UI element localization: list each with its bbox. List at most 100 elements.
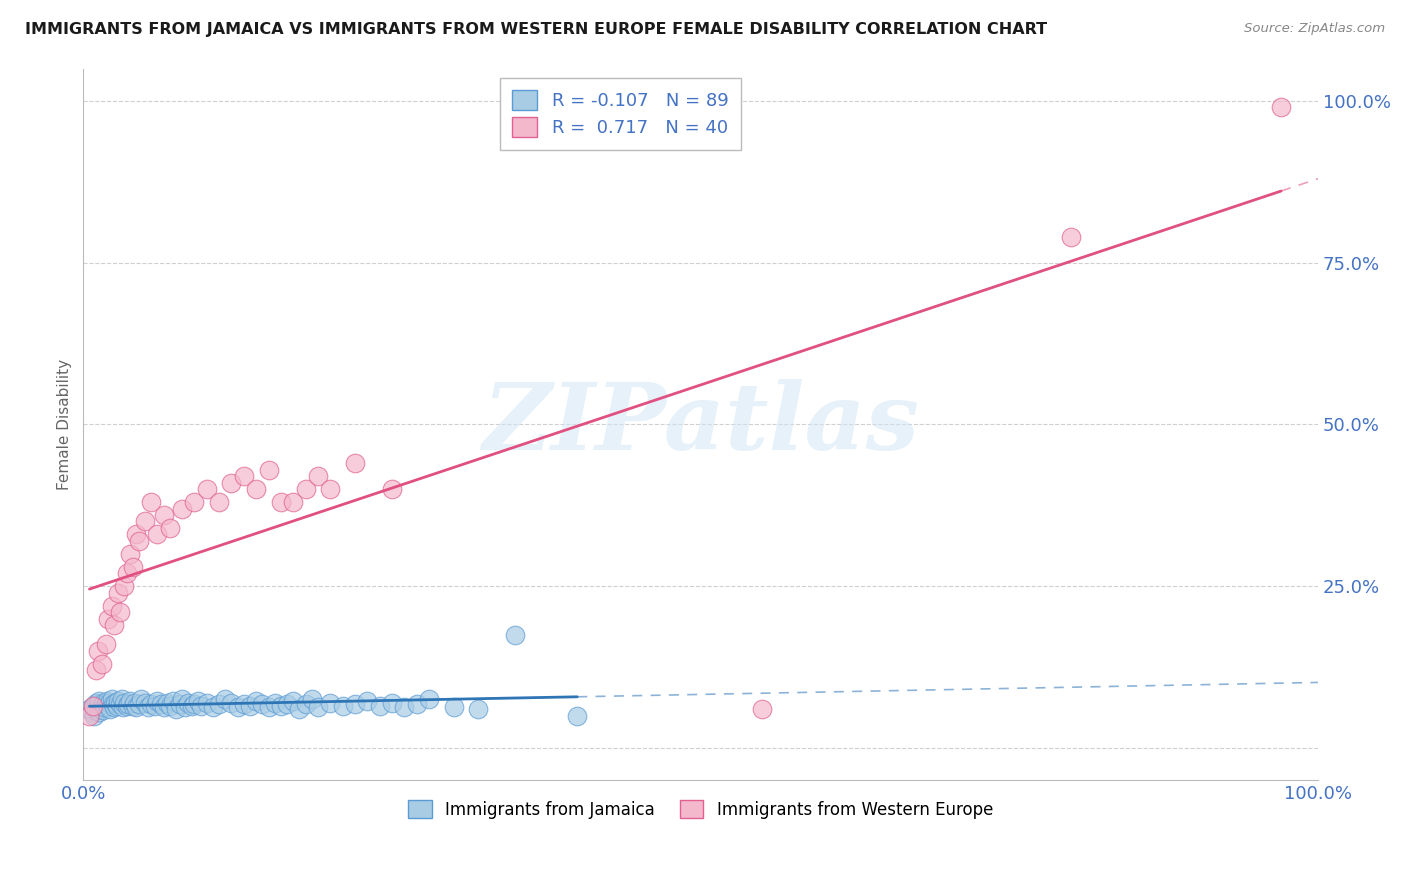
Point — [208, 697, 231, 711]
Point — [307, 700, 329, 714]
Point — [112, 579, 135, 593]
Point — [181, 698, 204, 713]
Point — [97, 698, 120, 713]
Point — [107, 585, 129, 599]
Point — [150, 697, 173, 711]
Point — [98, 696, 121, 710]
Point — [252, 697, 274, 711]
Point — [405, 697, 427, 711]
Point — [195, 482, 218, 496]
Point — [125, 527, 148, 541]
Point — [187, 694, 209, 708]
Point — [82, 698, 104, 713]
Point — [117, 697, 139, 711]
Point — [93, 700, 115, 714]
Point — [115, 698, 138, 713]
Point — [257, 700, 280, 714]
Point — [100, 702, 122, 716]
Point — [162, 694, 184, 708]
Point — [169, 697, 191, 711]
Point — [288, 702, 311, 716]
Point — [128, 697, 150, 711]
Point — [156, 696, 179, 710]
Point — [110, 697, 132, 711]
Point — [394, 700, 416, 714]
Point — [110, 605, 132, 619]
Point — [172, 501, 194, 516]
Point — [141, 495, 163, 509]
Point — [418, 692, 440, 706]
Point — [368, 698, 391, 713]
Point — [245, 482, 267, 496]
Point — [307, 469, 329, 483]
Point — [152, 700, 174, 714]
Point — [283, 694, 305, 708]
Point — [356, 694, 378, 708]
Point — [283, 495, 305, 509]
Point — [103, 618, 125, 632]
Point — [80, 706, 103, 720]
Point — [294, 697, 316, 711]
Point — [263, 696, 285, 710]
Point — [94, 697, 117, 711]
Text: IMMIGRANTS FROM JAMAICA VS IMMIGRANTS FROM WESTERN EUROPE FEMALE DISABILITY CORR: IMMIGRANTS FROM JAMAICA VS IMMIGRANTS FR… — [25, 22, 1047, 37]
Point — [294, 482, 316, 496]
Point — [343, 456, 366, 470]
Point — [128, 533, 150, 548]
Point — [89, 706, 111, 720]
Point — [82, 698, 104, 713]
Point — [121, 698, 143, 713]
Point — [131, 692, 153, 706]
Point — [134, 696, 156, 710]
Point — [467, 702, 489, 716]
Point — [111, 700, 134, 714]
Point — [381, 482, 404, 496]
Point — [120, 694, 142, 708]
Point — [751, 702, 773, 716]
Point — [83, 708, 105, 723]
Point — [232, 697, 254, 711]
Point — [208, 495, 231, 509]
Point — [226, 700, 249, 714]
Point — [94, 637, 117, 651]
Point — [91, 696, 114, 710]
Point — [173, 700, 195, 714]
Point — [84, 696, 107, 710]
Point — [146, 694, 169, 708]
Point — [107, 694, 129, 708]
Point — [1270, 100, 1292, 114]
Point — [201, 700, 224, 714]
Point — [319, 482, 342, 496]
Point — [257, 463, 280, 477]
Y-axis label: Female Disability: Female Disability — [58, 359, 72, 490]
Point — [86, 701, 108, 715]
Point — [195, 696, 218, 710]
Point — [343, 697, 366, 711]
Point — [443, 700, 465, 714]
Point — [84, 663, 107, 677]
Point — [134, 515, 156, 529]
Point — [332, 698, 354, 713]
Point — [97, 611, 120, 625]
Point — [183, 495, 205, 509]
Point — [110, 692, 132, 706]
Point — [100, 599, 122, 613]
Point — [136, 700, 159, 714]
Point — [91, 703, 114, 717]
Point — [125, 700, 148, 714]
Point — [172, 692, 194, 706]
Point — [87, 697, 110, 711]
Point — [190, 698, 212, 713]
Point — [159, 521, 181, 535]
Point — [276, 697, 298, 711]
Point — [90, 702, 112, 716]
Point — [120, 547, 142, 561]
Point — [1060, 229, 1083, 244]
Point — [214, 692, 236, 706]
Point — [141, 697, 163, 711]
Point — [104, 696, 127, 710]
Point — [152, 508, 174, 522]
Text: ZIPatlas: ZIPatlas — [482, 379, 920, 469]
Point — [79, 702, 101, 716]
Point — [165, 702, 187, 716]
